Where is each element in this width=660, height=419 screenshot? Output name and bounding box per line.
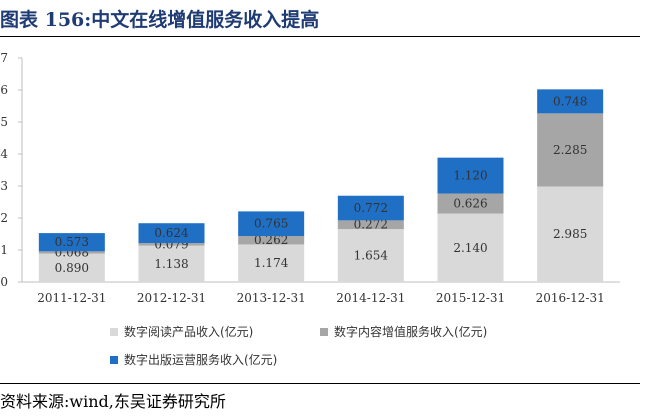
data-label: 0.626	[453, 197, 487, 211]
legend-item-series1: 数字阅读产品收入(亿元)	[110, 323, 253, 340]
legend-item-series2: 数字内容增值服务收入(亿元)	[320, 323, 487, 340]
data-label: 0.772	[354, 201, 388, 215]
source-note: 资料来源:wind,东吴证券研究所	[0, 392, 226, 411]
bar-segment	[138, 223, 205, 244]
data-label: 2.285	[553, 143, 587, 157]
data-label: 1.174	[254, 256, 289, 270]
bar-segment	[38, 253, 105, 282]
bar-segment	[138, 243, 205, 246]
data-label: 1.138	[154, 257, 188, 271]
x-tick-label: 2011-12-31	[37, 291, 106, 305]
bar-segment	[337, 229, 404, 282]
legend-item-series3: 数字出版运营服务收入(亿元)	[110, 351, 277, 368]
bar-segment	[337, 195, 404, 221]
bar-segment	[238, 236, 305, 245]
bar-segment	[238, 244, 305, 282]
chart-title: 图表 156:中文在线增值服务收入提高	[0, 9, 320, 31]
legend-label-series3: 数字出版运营服务收入(亿元)	[124, 353, 278, 367]
y-tick-label: 7	[0, 51, 8, 65]
data-label: 2.140	[453, 241, 487, 255]
bar-stack: 2.140 0.626 1.120	[437, 157, 504, 282]
bar-segment	[437, 193, 504, 214]
bar-segment	[537, 89, 604, 114]
bar-segment	[437, 157, 504, 194]
data-label: 1.654	[354, 249, 389, 263]
x-tick-label: 2013-12-31	[237, 291, 306, 305]
data-label: 1.120	[453, 169, 487, 183]
x-tick-label: 2012-12-31	[137, 291, 206, 305]
bar-segment	[437, 213, 504, 282]
legend-swatch-series2	[320, 327, 328, 336]
bar-segment	[38, 251, 105, 254]
y-tick-label: 6	[0, 83, 8, 97]
data-label: 0.272	[354, 218, 388, 232]
title-divider	[0, 36, 640, 37]
bar-stack: 2.985 2.285 0.748	[537, 89, 604, 282]
y-axis: 0 1 2 3 4 5 6 7	[0, 51, 23, 289]
bar-segment	[537, 113, 604, 187]
data-label: 0.262	[254, 233, 288, 247]
legend-swatch-series1	[110, 327, 118, 336]
legend-swatch-series3	[110, 355, 118, 364]
y-tick-label: 5	[0, 115, 8, 129]
x-tick-label: 2014-12-31	[336, 291, 405, 305]
data-label: 0.748	[553, 94, 587, 108]
source-divider	[0, 383, 640, 384]
data-label: 0.890	[55, 261, 89, 275]
x-tick-labels: 2011-12-31 2012-12-31 2013-12-31 2014-12-31…	[37, 291, 605, 305]
bar-stack: 1.654 0.272 0.772	[337, 195, 404, 282]
y-tick-label: 4	[0, 147, 8, 161]
y-tick-labels: 0 1 2 3 4 5 6 7	[0, 51, 22, 289]
data-label: 0.573	[55, 235, 89, 249]
data-label: 0.765	[254, 217, 288, 231]
x-tick-label: 2015-12-31	[436, 291, 505, 305]
bar-segment	[337, 220, 404, 230]
legend-label-series1: 数字阅读产品收入(亿元)	[124, 325, 254, 339]
bar-segment	[238, 211, 305, 237]
y-tick-label: 1	[0, 243, 8, 257]
legend-label-series2: 数字内容增值服务收入(亿元)	[334, 325, 488, 339]
x-tick-label: 2016-12-31	[536, 291, 605, 305]
data-label: 2.985	[553, 227, 587, 241]
y-tick-label: 0	[0, 275, 8, 289]
bar-segment	[138, 245, 205, 282]
y-tick-label: 2	[0, 211, 8, 225]
y-tick-label: 3	[0, 179, 8, 193]
bar-segment	[537, 186, 604, 282]
data-label: 0.624	[154, 226, 189, 240]
bar-stack: 1.174 0.262 0.765	[238, 211, 305, 282]
bar-segment	[38, 233, 105, 252]
